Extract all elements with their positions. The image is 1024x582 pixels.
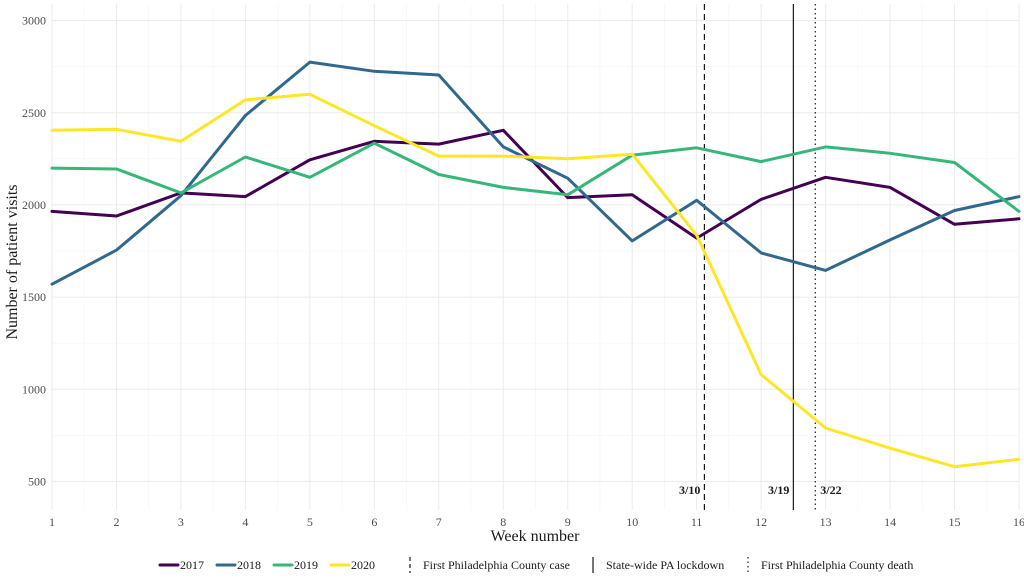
x-tick-label: 5 <box>307 515 313 529</box>
y-tick-label: 2500 <box>22 106 46 120</box>
legend-label-event: First Philadelphia County death <box>761 558 913 572</box>
y-axis-title: Number of patient visits <box>4 184 21 339</box>
legend-label-2019: 2019 <box>294 558 318 572</box>
x-tick-label: 9 <box>565 515 571 529</box>
grid <box>51 4 1020 510</box>
x-tick-label: 3 <box>178 515 184 529</box>
legend-label-event: First Philadelphia County case <box>423 558 570 572</box>
series-line-2019 <box>50 141 1021 213</box>
x-tick-label: 10 <box>626 515 638 529</box>
x-tick-label: 11 <box>691 515 703 529</box>
x-tick-label: 16 <box>1013 515 1024 529</box>
event-date-label: 3/19 <box>768 483 789 497</box>
x-tick-label: 7 <box>436 515 442 529</box>
y-tick-label: 1000 <box>22 382 46 396</box>
event-date-label: 3/22 <box>820 483 841 497</box>
legend-label-2020: 2020 <box>351 558 375 572</box>
legend-label-event: State-wide PA lockdown <box>606 558 724 572</box>
x-tick-label: 6 <box>371 515 377 529</box>
x-tick-label: 15 <box>949 515 961 529</box>
event-date-label: 3/10 <box>679 483 700 497</box>
series-line-2020 <box>50 92 1021 469</box>
series-line-2018 <box>50 60 1021 286</box>
y-tick-label: 3000 <box>22 14 46 28</box>
y-tick-label: 1500 <box>22 290 46 304</box>
x-axis-title: Week number <box>491 528 581 545</box>
x-tick-label: 1 <box>49 515 55 529</box>
x-tick-label: 2 <box>113 515 119 529</box>
series-lines <box>50 60 1021 469</box>
legend-label-2017: 2017 <box>180 558 204 572</box>
x-tick-label: 14 <box>884 515 896 529</box>
y-tick-label: 500 <box>28 474 46 488</box>
legend: 2017 2018 2019 2020 First Philadelphia Count… <box>158 557 913 573</box>
y-tick-label: 2000 <box>22 198 46 212</box>
legend-label-2018: 2018 <box>237 558 261 572</box>
event-lines <box>703 4 816 510</box>
x-tick-label: 4 <box>242 515 248 529</box>
x-tick-label: 13 <box>820 515 832 529</box>
x-tick-label: 8 <box>500 515 506 529</box>
x-tick-label: 12 <box>755 515 767 529</box>
